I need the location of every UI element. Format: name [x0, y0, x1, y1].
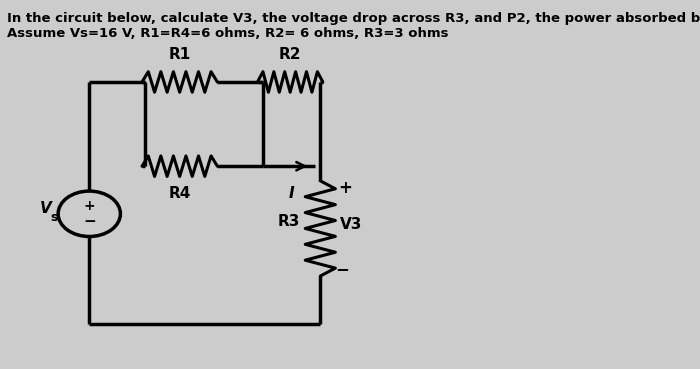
- Text: R4: R4: [169, 186, 191, 201]
- Text: R3: R3: [278, 214, 300, 229]
- Text: V3: V3: [340, 217, 363, 232]
- Text: I: I: [288, 186, 294, 201]
- Text: V: V: [40, 201, 52, 216]
- Text: R1: R1: [169, 47, 191, 62]
- Text: −: −: [335, 260, 349, 278]
- Text: R2: R2: [279, 47, 302, 62]
- Text: −: −: [83, 214, 96, 230]
- Text: +: +: [83, 199, 95, 213]
- Text: s: s: [50, 211, 58, 224]
- Text: In the circuit below, calculate V3, the voltage drop across R3, and P2, the powe: In the circuit below, calculate V3, the …: [8, 13, 700, 40]
- Text: +: +: [338, 179, 351, 197]
